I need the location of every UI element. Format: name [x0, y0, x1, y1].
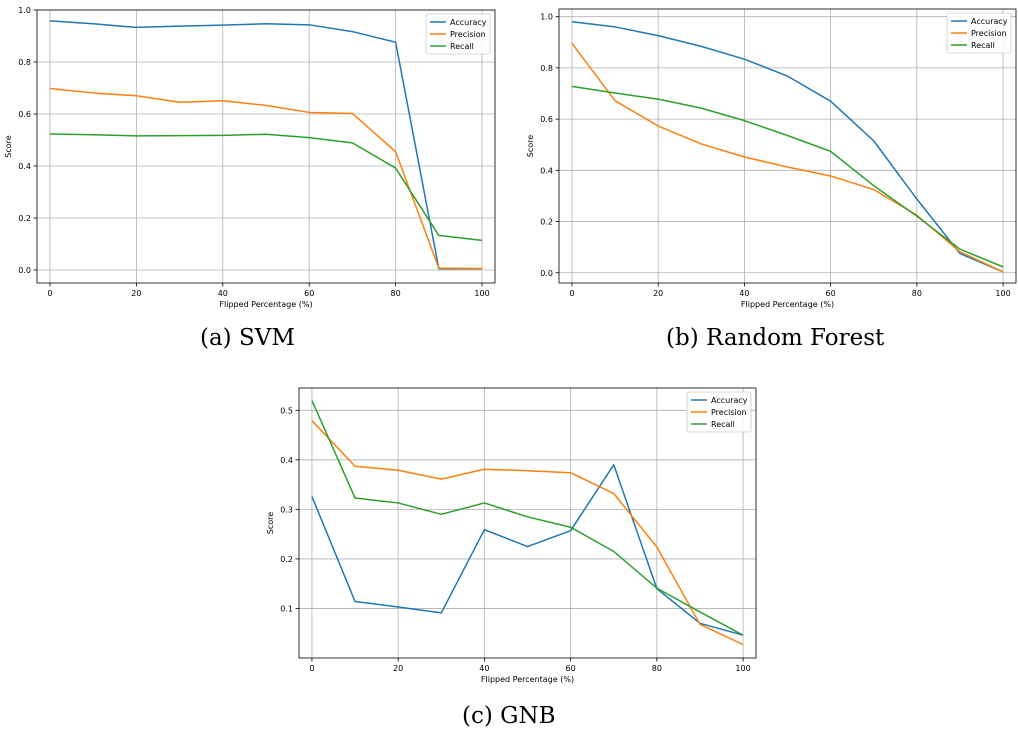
y-tick-label: 0.0 — [18, 266, 31, 275]
chart-random-forest: 0 20 40 60 80 100 0.0 0.2 0.4 0.6 0.8 1.0 Flipped Pe… — [526, 8, 1017, 309]
caption-svm: (a) SVM — [200, 325, 295, 351]
legend-label-accuracy: Accuracy — [711, 396, 748, 405]
chart-svm: 0 20 40 60 80 100 0.0 0.2 0.4 0.6 0.8 1.0 Flipped Pe… — [4, 6, 496, 309]
x-tick-label: 20 — [653, 289, 663, 298]
x-tick-label: 80 — [652, 664, 662, 673]
legend-box — [425, 13, 491, 55]
y-tick-label: 0.2 — [18, 214, 31, 223]
series-line-accuracy — [571, 21, 1004, 273]
y-tick-label: 0.4 — [18, 162, 31, 171]
plot-frame — [558, 8, 1017, 284]
x-tick-label: 60 — [566, 664, 576, 673]
x-tick-label: 0 — [47, 289, 52, 298]
series-line-recall — [311, 400, 744, 636]
x-tick-label: 100 — [735, 664, 750, 673]
caption-random-forest: (b) Random Forest — [666, 325, 885, 351]
y-axis-label: Score — [266, 512, 275, 534]
legend-label-recall: Recall — [711, 420, 735, 429]
plot-frame — [298, 387, 757, 659]
y-tick-label: 0.4 — [540, 166, 553, 175]
series-line-recall — [49, 133, 483, 242]
x-axis-label: Flipped Percentage (%) — [481, 675, 574, 684]
legend-label-precision: Precision — [711, 408, 747, 417]
x-tick-label: 0 — [309, 664, 314, 673]
legend-box — [686, 391, 752, 433]
series-line-precision — [49, 87, 483, 270]
x-axis-label: Flipped Percentage (%) — [741, 300, 834, 309]
y-tick-label: 0.8 — [18, 58, 31, 67]
y-tick-label: 0.1 — [280, 604, 293, 613]
x-tick-label: 60 — [304, 289, 314, 298]
x-tick-label: 60 — [826, 289, 836, 298]
series-line-accuracy — [49, 20, 483, 270]
y-tick-label: 0.0 — [540, 269, 553, 278]
legend: Accuracy Precision Recall — [425, 13, 491, 55]
series-line-accuracy — [311, 464, 744, 636]
series-line-recall — [571, 85, 1004, 268]
x-tick-label: 20 — [393, 664, 403, 673]
x-tick-label: 40 — [739, 289, 749, 298]
legend: Accuracy Precision Recall — [946, 12, 1012, 54]
y-tick-label: 0.5 — [280, 406, 293, 415]
chart-gnb: 0 20 40 60 80 100 0.1 0.2 0.3 0.4 0.5 Flipped Perce… — [266, 387, 757, 684]
legend-label-precision: Precision — [971, 29, 1007, 38]
x-tick-label: 20 — [131, 289, 141, 298]
x-tick-label: 100 — [995, 289, 1010, 298]
y-tick-label: 0.2 — [280, 555, 293, 564]
legend-label-accuracy: Accuracy — [450, 18, 487, 27]
y-tick-label: 0.4 — [280, 456, 293, 465]
legend: Accuracy Precision Recall — [686, 391, 752, 433]
y-tick-label: 0.2 — [540, 218, 553, 227]
y-tick-label: 0.3 — [280, 505, 293, 514]
series-line-precision — [311, 420, 744, 646]
y-tick-label: 0.8 — [540, 64, 553, 73]
plot-frame — [36, 9, 496, 284]
y-axis-label: Score — [526, 135, 535, 157]
y-tick-label: 1.0 — [540, 13, 553, 22]
x-tick-label: 40 — [479, 664, 489, 673]
legend-label-accuracy: Accuracy — [971, 17, 1008, 26]
x-tick-label: 40 — [218, 289, 228, 298]
legend-label-recall: Recall — [450, 42, 474, 51]
x-axis-label: Flipped Percentage (%) — [219, 300, 312, 309]
x-tick-label: 100 — [474, 289, 489, 298]
series-line-precision — [571, 42, 1004, 273]
x-tick-label: 0 — [569, 289, 574, 298]
legend-box — [946, 12, 1012, 54]
caption-gnb: (c) GNB — [462, 703, 556, 729]
y-tick-label: 0.6 — [540, 115, 553, 124]
x-tick-label: 80 — [912, 289, 922, 298]
y-tick-label: 1.0 — [18, 6, 31, 15]
y-tick-label: 0.6 — [18, 110, 31, 119]
legend-label-recall: Recall — [971, 41, 995, 50]
legend-label-precision: Precision — [450, 30, 486, 39]
y-axis-label: Score — [4, 135, 13, 157]
x-tick-label: 80 — [391, 289, 401, 298]
